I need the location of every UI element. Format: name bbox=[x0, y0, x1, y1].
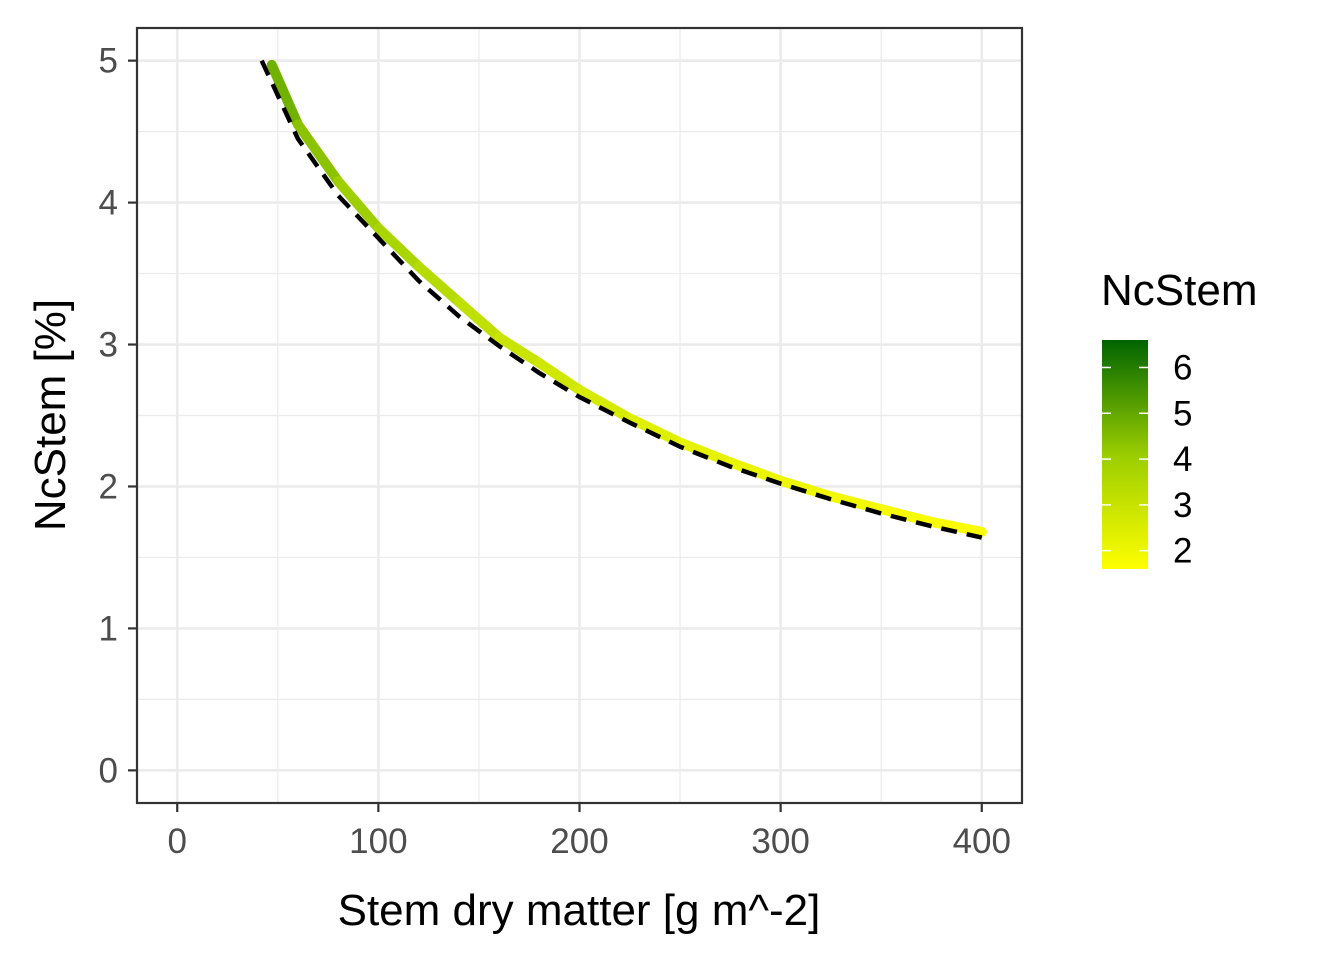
series-colored-segment bbox=[494, 332, 545, 368]
series-colored-segment bbox=[266, 59, 303, 130]
series-colored-segment bbox=[413, 261, 464, 307]
series-colored-segment bbox=[825, 491, 887, 515]
legend-tick-label: 3 bbox=[1173, 486, 1192, 525]
legend-tick-label: 5 bbox=[1173, 394, 1192, 433]
x-tick-label: 400 bbox=[953, 822, 1011, 861]
series-colored-segment bbox=[775, 475, 836, 502]
series-colored-segment bbox=[333, 176, 384, 234]
y-axis: 0 1 2 3 4 5 bbox=[99, 42, 137, 790]
y-axis-title: NcStem [%] bbox=[26, 299, 75, 531]
legend-tick-label: 2 bbox=[1173, 532, 1192, 571]
series-layer bbox=[259, 59, 987, 540]
legend-tick-label: 4 bbox=[1173, 440, 1192, 479]
legend-title: NcStem bbox=[1101, 266, 1257, 315]
y-tick-label: 3 bbox=[99, 326, 118, 365]
series-colored-segment bbox=[373, 223, 424, 272]
series-colored-segment bbox=[725, 457, 786, 486]
series-dashed-line bbox=[259, 59, 983, 540]
y-tick-label: 4 bbox=[99, 184, 118, 223]
x-tick-label: 100 bbox=[349, 822, 407, 861]
series-colored-segment bbox=[453, 296, 505, 343]
legend-colorbar bbox=[1102, 340, 1148, 569]
x-axis: 0 100 200 300 400 bbox=[167, 803, 1011, 861]
series-colored-segment bbox=[534, 357, 585, 395]
series-colored-segment bbox=[574, 384, 635, 424]
series-colored-segment bbox=[292, 119, 344, 187]
y-tick-label: 5 bbox=[99, 42, 118, 81]
legend-tick-label: 6 bbox=[1173, 348, 1192, 387]
series-colored-segment bbox=[624, 413, 686, 448]
y-tick-label: 2 bbox=[99, 467, 118, 506]
x-axis-title: Stem dry matter [g m^-2] bbox=[338, 886, 821, 935]
legend-ticks: 2 3 4 5 6 bbox=[1102, 348, 1192, 571]
series-colored-segment bbox=[675, 437, 736, 468]
x-tick-label: 0 bbox=[167, 822, 186, 861]
legend: NcStem 2 3 4 5 6 bbox=[1101, 266, 1257, 571]
series-colored-segment bbox=[926, 516, 987, 537]
x-tick-label: 300 bbox=[751, 822, 809, 861]
grid-major bbox=[137, 28, 1022, 803]
y-tick-label: 1 bbox=[99, 609, 118, 648]
x-tick-label: 200 bbox=[550, 822, 608, 861]
series-colored-segment bbox=[876, 504, 937, 527]
y-tick-label: 0 bbox=[99, 751, 118, 790]
